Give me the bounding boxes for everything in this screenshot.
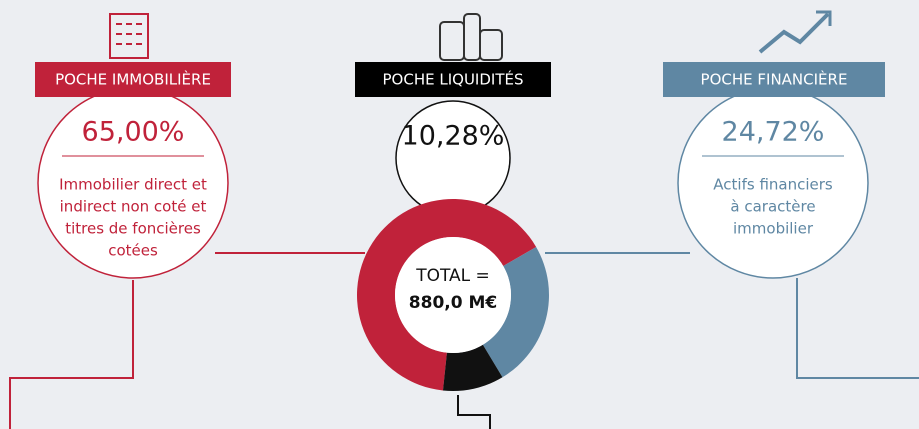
header-label: POCHE LIQUIDITÉS (383, 70, 524, 89)
header-label: POCHE IMMOBILIÈRE (55, 70, 211, 89)
header-bar (355, 62, 551, 97)
header-bar (35, 62, 231, 97)
description: cotées (108, 242, 158, 260)
value-label: 65,00% (82, 117, 185, 148)
center-label: TOTAL = (415, 266, 490, 286)
coins-icon (439, 13, 503, 61)
header-bar (663, 62, 885, 97)
description: titres de foncières (65, 220, 201, 238)
header-label: POCHE FINANCIÈRE (701, 70, 848, 89)
connector (9, 280, 134, 429)
description: Actifs financiers (713, 176, 833, 194)
connector (457, 395, 491, 429)
bubble (395, 100, 511, 216)
center-label: 880,0 M€ (409, 293, 497, 313)
description: Immobilier direct et (59, 176, 207, 194)
value-label: 24,72% (722, 117, 825, 148)
donut-segment (482, 247, 549, 378)
donut-segment (442, 344, 503, 391)
building-icon (109, 13, 149, 59)
connector (796, 278, 919, 379)
donut-hole (395, 237, 511, 353)
donut (357, 198, 549, 391)
donut-segment (357, 198, 537, 391)
description: indirect non coté et (60, 198, 207, 216)
connectors (9, 252, 919, 429)
description: à caractère (730, 198, 815, 216)
growth-icon (758, 10, 832, 54)
value-label: 10,28% (402, 121, 505, 152)
description: immobilier (733, 220, 814, 238)
